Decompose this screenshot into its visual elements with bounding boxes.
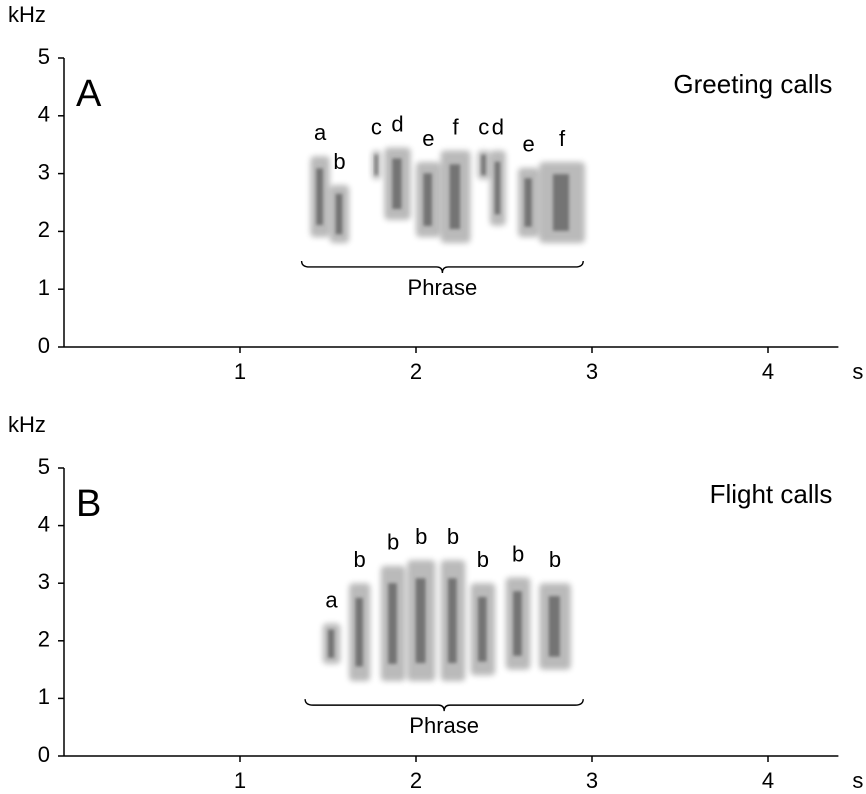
x-axis-label: s	[852, 359, 863, 384]
syllable-core	[524, 178, 532, 227]
syllable-label: d	[391, 111, 403, 136]
panel-letter: A	[76, 73, 102, 115]
syllable-core	[328, 629, 335, 658]
panel-letter: B	[76, 483, 101, 525]
syllable-label: b	[415, 524, 427, 549]
syllable-core	[494, 161, 501, 215]
y-tick-label: 1	[38, 275, 50, 300]
phrase-label: Phrase	[408, 275, 478, 300]
syllable-label: a	[314, 120, 327, 145]
syllable-core	[552, 174, 569, 231]
phrase-brace	[304, 699, 584, 712]
syllable-core	[449, 164, 461, 230]
panel-title: Flight calls	[710, 479, 833, 509]
phrase-label: Phrase	[409, 713, 479, 738]
syllable-label: b	[387, 530, 399, 555]
y-tick-label: 3	[38, 159, 50, 184]
x-tick-label: 1	[234, 359, 246, 384]
syllable-core	[415, 578, 426, 663]
y-axis-label: kHz	[8, 2, 46, 27]
syllable-core	[477, 597, 487, 662]
x-tick-label: 2	[410, 359, 422, 384]
x-tick-label: 2	[410, 768, 422, 793]
syllable-label: b	[354, 547, 366, 572]
y-tick-label: 4	[38, 102, 50, 127]
syllable-core	[423, 173, 433, 226]
syllable-label: b	[477, 547, 489, 572]
syllable-core	[316, 168, 323, 226]
syllable-core	[448, 578, 457, 663]
y-tick-label: 2	[38, 627, 50, 652]
syllable-core	[548, 596, 560, 657]
syllable-label: d	[492, 114, 504, 139]
panel-title: Greeting calls	[673, 69, 832, 99]
syllable-label: f	[559, 126, 566, 151]
y-tick-label: 4	[38, 511, 50, 536]
syllable-label: b	[549, 547, 561, 572]
y-tick-label: 0	[38, 742, 50, 767]
syllable-label: c	[371, 114, 382, 139]
x-tick-label: 4	[762, 768, 774, 793]
y-tick-label: 1	[38, 684, 50, 709]
y-axis-label: kHz	[8, 412, 46, 437]
syllable-label: e	[422, 126, 434, 151]
syllable-label: b	[512, 541, 524, 566]
syllable-label: f	[453, 114, 460, 139]
syllable-label: b	[447, 524, 459, 549]
x-tick-label: 3	[586, 768, 598, 793]
y-tick-label: 5	[38, 44, 50, 69]
syllable-core	[392, 158, 402, 210]
syllable-label: b	[333, 149, 345, 174]
y-tick-label: 5	[38, 454, 50, 479]
syllable-core	[335, 193, 343, 235]
phrase-brace	[300, 260, 584, 273]
x-tick-label: 1	[234, 768, 246, 793]
syllable-core	[355, 597, 363, 667]
syllable-label: c	[478, 114, 489, 139]
syllable-core	[513, 591, 522, 656]
syllable-core	[481, 154, 486, 176]
y-tick-label: 0	[38, 333, 50, 358]
syllable-core	[388, 583, 397, 664]
x-axis-label: s	[852, 768, 863, 793]
syllable-core	[374, 154, 378, 176]
x-tick-label: 3	[586, 359, 598, 384]
y-tick-label: 3	[38, 569, 50, 594]
syllable-label: e	[523, 132, 535, 157]
syllable-label: a	[325, 587, 338, 612]
y-tick-label: 2	[38, 217, 50, 242]
x-tick-label: 4	[762, 359, 774, 384]
